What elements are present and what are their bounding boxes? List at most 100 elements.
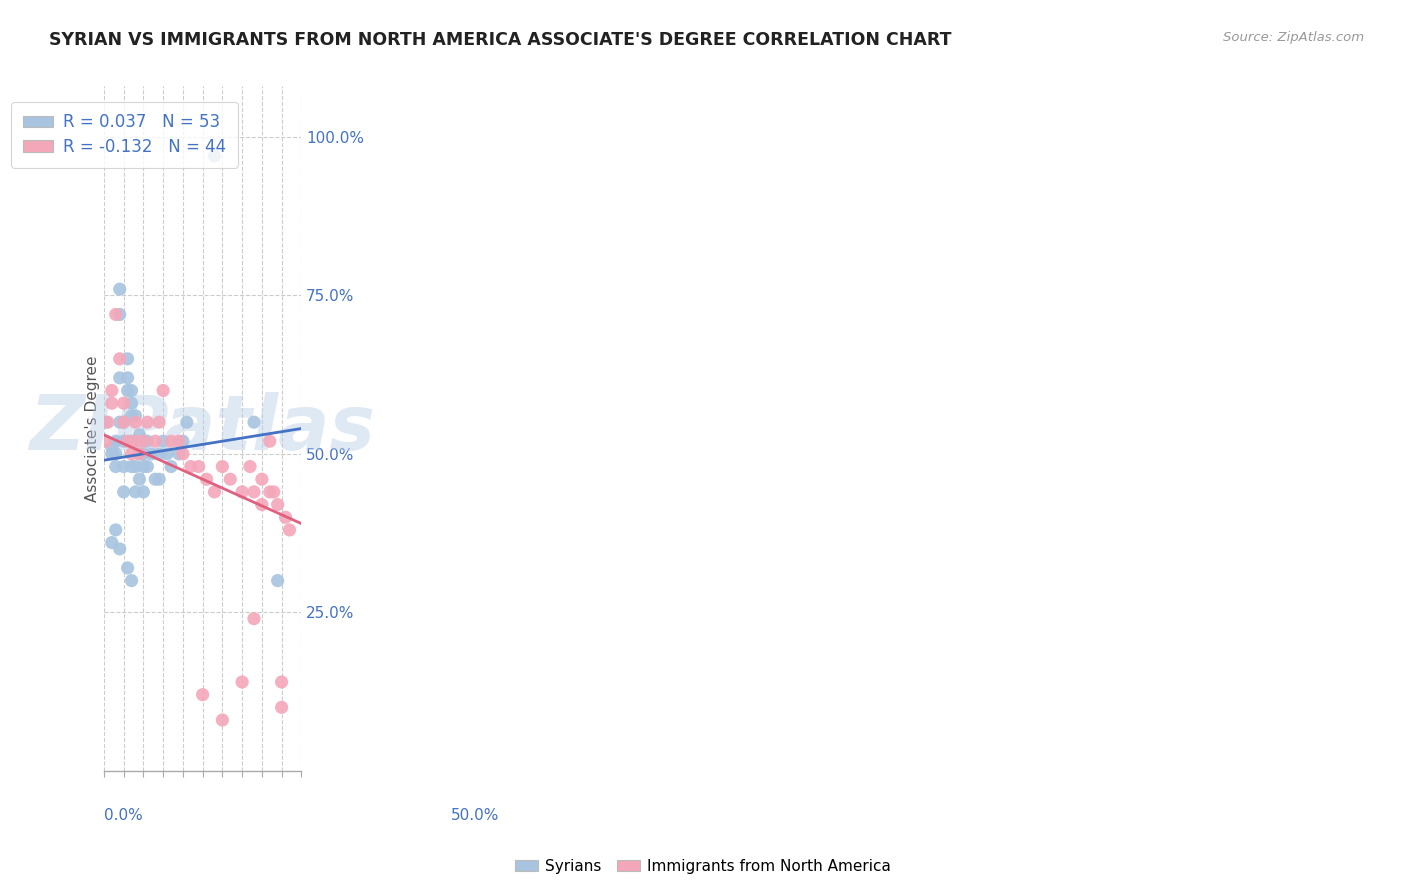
- Point: [219, 472, 242, 486]
- Point: [148, 472, 170, 486]
- Point: [243, 415, 266, 429]
- Point: [121, 447, 143, 461]
- Point: [141, 447, 163, 461]
- Point: [172, 447, 194, 461]
- Point: [143, 434, 166, 449]
- Point: [121, 384, 143, 398]
- Point: [259, 434, 281, 449]
- Point: [121, 434, 143, 449]
- Point: [172, 434, 194, 449]
- Point: [124, 415, 146, 429]
- Point: [148, 447, 170, 461]
- Point: [204, 149, 226, 163]
- Point: [97, 415, 120, 429]
- Point: [263, 484, 285, 499]
- Point: [121, 459, 143, 474]
- Point: [266, 574, 288, 588]
- Point: [104, 447, 127, 461]
- Point: [104, 434, 127, 449]
- Text: 0.0%: 0.0%: [104, 808, 142, 823]
- Legend: R = 0.037   N = 53, R = -0.132   N = 44: R = 0.037 N = 53, R = -0.132 N = 44: [11, 102, 238, 168]
- Point: [124, 459, 146, 474]
- Point: [94, 434, 117, 449]
- Text: SYRIAN VS IMMIGRANTS FROM NORTH AMERICA ASSOCIATE'S DEGREE CORRELATION CHART: SYRIAN VS IMMIGRANTS FROM NORTH AMERICA …: [49, 31, 952, 49]
- Point: [160, 434, 183, 449]
- Point: [101, 396, 124, 410]
- Point: [108, 541, 131, 556]
- Point: [148, 415, 170, 429]
- Point: [94, 415, 117, 429]
- Point: [167, 447, 190, 461]
- Point: [195, 472, 218, 486]
- Point: [108, 415, 131, 429]
- Point: [259, 484, 281, 499]
- Point: [136, 459, 159, 474]
- Point: [266, 498, 288, 512]
- Point: [250, 472, 273, 486]
- Point: [128, 447, 150, 461]
- Point: [156, 447, 179, 461]
- Point: [121, 574, 143, 588]
- Point: [112, 484, 135, 499]
- Point: [136, 415, 159, 429]
- Point: [124, 434, 146, 449]
- Point: [108, 282, 131, 296]
- Point: [274, 510, 297, 524]
- Point: [101, 384, 124, 398]
- Point: [128, 472, 150, 486]
- Point: [143, 472, 166, 486]
- Point: [231, 484, 253, 499]
- Point: [117, 384, 139, 398]
- Point: [112, 434, 135, 449]
- Point: [104, 459, 127, 474]
- Point: [160, 459, 183, 474]
- Text: Source: ZipAtlas.com: Source: ZipAtlas.com: [1223, 31, 1364, 45]
- Point: [152, 384, 174, 398]
- Point: [117, 561, 139, 575]
- Point: [204, 484, 226, 499]
- Point: [101, 535, 124, 549]
- Point: [104, 523, 127, 537]
- Point: [108, 351, 131, 366]
- Point: [176, 415, 198, 429]
- Text: ZIPatlas: ZIPatlas: [30, 392, 375, 466]
- Point: [124, 484, 146, 499]
- Point: [187, 459, 209, 474]
- Point: [211, 713, 233, 727]
- Point: [117, 371, 139, 385]
- Point: [112, 415, 135, 429]
- Point: [278, 523, 301, 537]
- Y-axis label: Associate's Degree: Associate's Degree: [86, 355, 100, 502]
- Point: [132, 459, 155, 474]
- Point: [152, 434, 174, 449]
- Point: [243, 612, 266, 626]
- Point: [124, 434, 146, 449]
- Point: [124, 409, 146, 423]
- Point: [112, 459, 135, 474]
- Point: [132, 447, 155, 461]
- Point: [136, 434, 159, 449]
- Point: [117, 434, 139, 449]
- Point: [132, 434, 155, 449]
- Point: [117, 351, 139, 366]
- Point: [112, 396, 135, 410]
- Point: [121, 396, 143, 410]
- Point: [211, 459, 233, 474]
- Point: [108, 308, 131, 322]
- Point: [128, 447, 150, 461]
- Point: [167, 434, 190, 449]
- Point: [132, 434, 155, 449]
- Point: [250, 498, 273, 512]
- Text: 50.0%: 50.0%: [450, 808, 499, 823]
- Point: [112, 415, 135, 429]
- Point: [231, 675, 253, 690]
- Point: [132, 484, 155, 499]
- Point: [270, 700, 292, 714]
- Point: [180, 459, 202, 474]
- Point: [121, 409, 143, 423]
- Point: [239, 459, 262, 474]
- Point: [270, 675, 292, 690]
- Point: [101, 447, 124, 461]
- Point: [243, 484, 266, 499]
- Legend: Syrians, Immigrants from North America: Syrians, Immigrants from North America: [509, 853, 897, 880]
